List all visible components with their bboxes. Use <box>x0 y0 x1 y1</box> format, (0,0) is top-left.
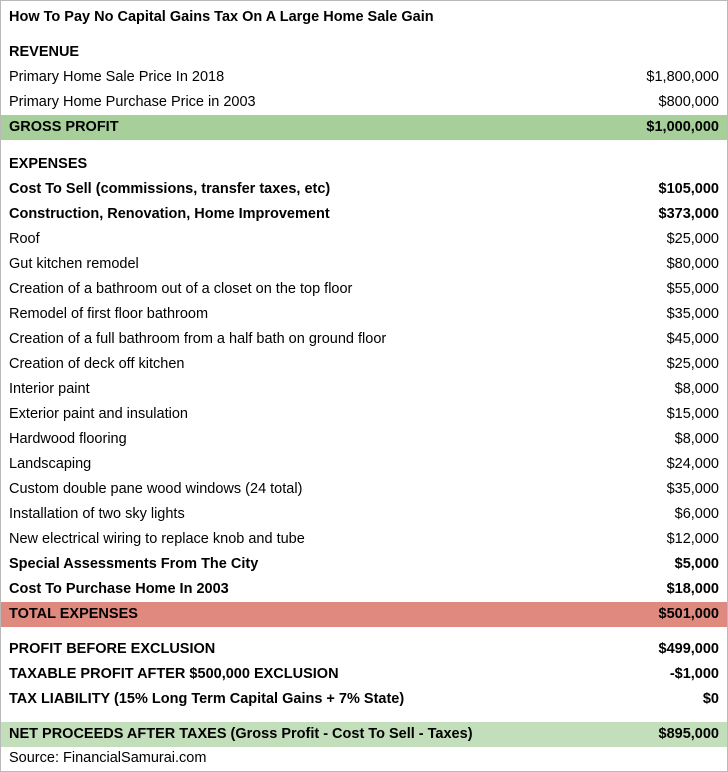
expense-item: Remodel of first floor bathroom$35,000 <box>1 302 727 327</box>
expense-item-value: $8,000 <box>675 379 719 400</box>
expense-item-label: Interior paint <box>9 379 675 400</box>
revenue-sale-price: Primary Home Sale Price In 2018 $1,800,0… <box>1 65 727 90</box>
expense-item-value: $55,000 <box>667 279 719 300</box>
expense-item-label: Custom double pane wood windows (24 tota… <box>9 479 667 500</box>
expense-item-value: $6,000 <box>675 504 719 525</box>
taxable-profit-row: TAXABLE PROFIT AFTER $500,000 EXCLUSION … <box>1 662 727 687</box>
expense-item-label: Creation of a bathroom out of a closet o… <box>9 279 667 300</box>
expense-item: Interior paint$8,000 <box>1 377 727 402</box>
expense-item: Creation of deck off kitchen$25,000 <box>1 352 727 377</box>
expense-item-label: Installation of two sky lights <box>9 504 675 525</box>
expense-item-value: $35,000 <box>667 304 719 325</box>
spacer <box>1 627 727 637</box>
spacer <box>1 140 727 150</box>
expense-item-value: $25,000 <box>667 229 719 250</box>
expense-item-label: Remodel of first floor bathroom <box>9 304 667 325</box>
source-line: Source: FinancialSamurai.com <box>1 747 727 771</box>
expense-item: Hardwood flooring$8,000 <box>1 427 727 452</box>
revenue-purchase-price: Primary Home Purchase Price in 2003 $800… <box>1 90 727 115</box>
expense-item-label: Landscaping <box>9 454 667 475</box>
expense-item: New electrical wiring to replace knob an… <box>1 527 727 552</box>
expense-item-label: Roof <box>9 229 667 250</box>
expense-item-value: $45,000 <box>667 329 719 350</box>
expense-item-value: $8,000 <box>675 429 719 450</box>
spacer <box>1 712 727 722</box>
expense-item: Exterior paint and insulation$15,000 <box>1 402 727 427</box>
expense-item: Creation of a full bathroom from a half … <box>1 327 727 352</box>
expense-item-label: New electrical wiring to replace knob an… <box>9 529 667 550</box>
expense-item-label: Creation of deck off kitchen <box>9 354 667 375</box>
table-container: How To Pay No Capital Gains Tax On A Lar… <box>0 0 728 772</box>
expense-item-value: $35,000 <box>667 479 719 500</box>
expense-item-label: Exterior paint and insulation <box>9 404 667 425</box>
revenue-header: REVENUE <box>1 32 727 65</box>
expense-item-value: $15,000 <box>667 404 719 425</box>
expense-item-label: Gut kitchen remodel <box>9 254 667 275</box>
expense-item-value: $24,000 <box>667 454 719 475</box>
tax-liability-row: TAX LIABILITY (15% Long Term Capital Gai… <box>1 687 727 712</box>
expense-item-value: $80,000 <box>667 254 719 275</box>
expense-item: Roof$25,000 <box>1 227 727 252</box>
net-proceeds-row: NET PROCEEDS AFTER TAXES (Gross Profit -… <box>1 722 727 747</box>
expense-item: Landscaping$24,000 <box>1 452 727 477</box>
total-expenses-row: TOTAL EXPENSES $501,000 <box>1 602 727 627</box>
expense-item: Installation of two sky lights$6,000 <box>1 502 727 527</box>
expense-item: Gut kitchen remodel$80,000 <box>1 252 727 277</box>
expense-item-label: Hardwood flooring <box>9 429 675 450</box>
purchase-cost-row: Cost To Purchase Home In 2003 $18,000 <box>1 577 727 602</box>
expense-items-list: Roof$25,000Gut kitchen remodel$80,000Cre… <box>1 227 727 552</box>
cost-to-sell-row: Cost To Sell (commissions, transfer taxe… <box>1 177 727 202</box>
expense-item-label: Creation of a full bathroom from a half … <box>9 329 667 350</box>
page-title: How To Pay No Capital Gains Tax On A Lar… <box>1 1 727 32</box>
special-assessments-row: Special Assessments From The City $5,000 <box>1 552 727 577</box>
title-text: How To Pay No Capital Gains Tax On A Lar… <box>9 7 719 28</box>
expense-item: Creation of a bathroom out of a closet o… <box>1 277 727 302</box>
expense-item-value: $12,000 <box>667 529 719 550</box>
expenses-header: EXPENSES <box>1 150 727 177</box>
gross-profit-row: GROSS PROFIT $1,000,000 <box>1 115 727 140</box>
expense-item: Custom double pane wood windows (24 tota… <box>1 477 727 502</box>
expense-item-value: $25,000 <box>667 354 719 375</box>
profit-before-exclusion-row: PROFIT BEFORE EXCLUSION $499,000 <box>1 637 727 662</box>
construction-row: Construction, Renovation, Home Improveme… <box>1 202 727 227</box>
